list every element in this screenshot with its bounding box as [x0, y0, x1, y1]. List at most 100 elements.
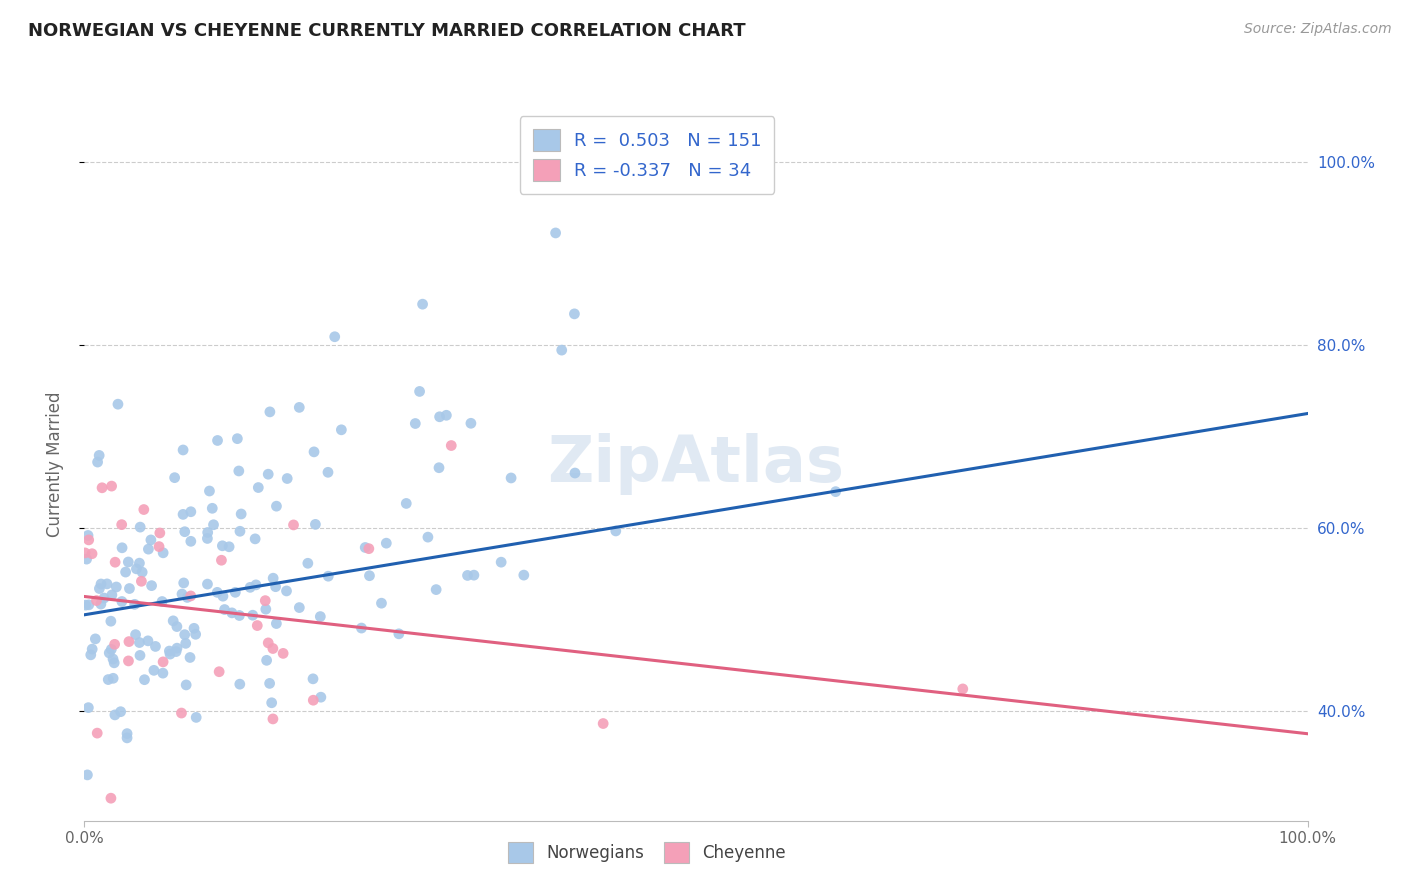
Point [218, 540, 240, 554]
Point [142, 663, 165, 677]
Point [86, 455, 108, 469]
Point [245, 578, 267, 592]
Point [163, 470, 186, 484]
Point [388, 627, 411, 641]
Point [97, 673, 120, 687]
Point [302, 445, 325, 459]
Point [117, 555, 139, 569]
Point [254, 593, 277, 607]
Point [131, 574, 153, 589]
Point [159, 647, 181, 661]
Point [148, 540, 170, 554]
Point [323, 330, 346, 344]
Point [134, 673, 156, 687]
Point [111, 594, 134, 608]
Point [463, 568, 485, 582]
Point [101, 588, 124, 602]
Point [184, 627, 207, 641]
Point [247, 481, 270, 495]
Point [309, 690, 332, 705]
Point [309, 609, 332, 624]
Point [304, 517, 326, 532]
Point [266, 499, 288, 513]
Point [551, 343, 574, 357]
Point [404, 417, 426, 431]
Point [152, 546, 174, 560]
Point [513, 568, 536, 582]
Point [605, 524, 627, 538]
Point [427, 460, 450, 475]
Point [173, 576, 195, 591]
Point [101, 671, 124, 685]
Point [80, 547, 103, 561]
Point [96, 577, 118, 591]
Point [166, 641, 188, 656]
Point [76, 552, 98, 566]
Point [149, 525, 172, 540]
Point [89, 449, 111, 463]
Point [118, 582, 141, 596]
Point [212, 589, 235, 603]
Point [209, 553, 232, 567]
Point [180, 589, 202, 603]
Point [257, 636, 280, 650]
Point [131, 565, 153, 579]
Point [110, 705, 132, 719]
Point [107, 397, 129, 411]
Point [104, 707, 127, 722]
Point [297, 556, 319, 570]
Point [180, 505, 202, 519]
Point [276, 583, 298, 598]
Point [129, 648, 152, 663]
Point [429, 409, 451, 424]
Point [77, 700, 100, 714]
Point [266, 616, 288, 631]
Point [271, 646, 294, 660]
Point [460, 417, 482, 431]
Point [101, 652, 124, 666]
Point [104, 637, 127, 651]
Point [440, 438, 463, 452]
Point [197, 577, 219, 591]
Point [207, 434, 229, 448]
Point [138, 542, 160, 557]
Point [211, 539, 233, 553]
Point [264, 580, 287, 594]
Point [243, 532, 266, 546]
Point [302, 693, 325, 707]
Point [221, 606, 243, 620]
Point [75, 546, 97, 560]
Point [457, 568, 479, 582]
Point [276, 471, 298, 485]
Point [416, 530, 439, 544]
Point [228, 464, 250, 478]
Text: Source: ZipAtlas.com: Source: ZipAtlas.com [1244, 22, 1392, 37]
Point [208, 665, 231, 679]
Point [86, 726, 108, 740]
Point [165, 644, 187, 658]
Point [824, 484, 846, 499]
Point [316, 569, 339, 583]
Point [173, 627, 195, 641]
Point [103, 656, 125, 670]
Point [75, 598, 97, 612]
Point [174, 636, 197, 650]
Point [100, 479, 122, 493]
Point [150, 594, 173, 608]
Point [145, 640, 167, 654]
Point [152, 666, 174, 681]
Point [239, 580, 262, 594]
Point [128, 635, 150, 649]
Point [124, 598, 146, 612]
Point [375, 536, 398, 550]
Point [370, 596, 392, 610]
Point [395, 496, 418, 510]
Point [179, 650, 201, 665]
Point [283, 517, 305, 532]
Point [124, 627, 146, 641]
Point [952, 681, 974, 696]
Point [84, 632, 107, 646]
Point [226, 432, 249, 446]
Point [564, 466, 586, 480]
Point [111, 517, 134, 532]
